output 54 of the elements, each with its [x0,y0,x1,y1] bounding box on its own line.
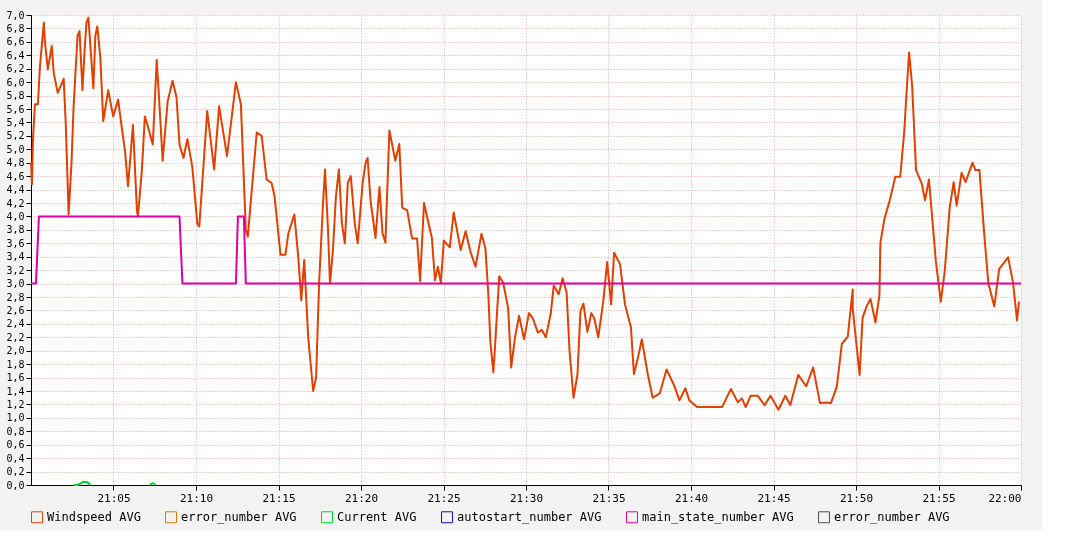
y-tick-label: 5,4 [6,116,25,128]
y-tick-label: 1,8 [6,358,25,370]
y-tick-label: 2,6 [6,304,25,316]
y-tick-label: 4,4 [6,184,25,196]
y-tick-label: 1,2 [6,398,25,410]
y-tick-label: 3,4 [6,251,25,263]
y-tick-label: 3,6 [6,237,25,249]
y-tick-label: 6,8 [6,22,25,34]
y-tick-label: 6,0 [6,76,25,88]
y-tick-label: 4,0 [6,210,25,222]
y-tick-label: 1,0 [6,412,25,424]
x-tick-label: 21:25 [427,491,461,505]
y-tick-label: 5,0 [6,143,25,155]
y-tick-label: 0,4 [6,452,25,464]
y-tick-label: 5,2 [6,130,25,142]
y-tick-label: 2,0 [6,345,25,357]
x-tick-label: 21:15 [262,491,296,505]
x-tick-label: 21:10 [179,491,214,505]
y-tick-label: 3,8 [6,224,25,236]
x-tick-label: 21:35 [592,491,626,505]
y-tick-label: 1,4 [6,385,25,397]
y-tick-label: 3,2 [6,264,25,276]
legend-label: Current AVG [337,510,417,525]
y-tick-label: 5,8 [6,90,25,102]
y-tick-label: 4,2 [6,197,25,209]
y-tick-label: 0,2 [6,466,25,478]
y-tick-label: 5,6 [6,103,25,115]
y-tick-label: 6,6 [6,36,25,48]
legend-label: error_number AVG [834,510,950,525]
y-tick-label: 6,2 [6,63,25,75]
x-tick-label: 21:50 [839,491,874,505]
y-tick-label: 2,2 [6,331,25,343]
y-tick-label: 4,6 [6,170,25,182]
x-tick-label: 21:55 [922,491,956,505]
x-tick-label: 21:40 [674,491,709,505]
legend-label: autostart_number AVG [457,510,602,525]
y-tick-label: 3,0 [6,278,25,290]
x-tick-label: 21:05 [97,491,131,505]
y-tick-label: 0,8 [6,425,25,437]
y-tick-label: 1,6 [6,372,25,384]
legend-label: main_state_number AVG [642,510,794,525]
x-tick-label: 21:30 [509,491,544,505]
x-tick-label: 21:20 [344,491,379,505]
y-tick-label: 6,4 [6,49,25,61]
y-tick-label: 2,4 [6,318,25,330]
x-tick-label: 21:45 [757,491,791,505]
y-tick-label: 7,0 [6,9,25,21]
y-tick-label: 4,8 [6,157,25,169]
legend-label: Windspeed AVG [47,510,141,525]
y-tick-label: 0,0 [6,479,25,491]
x-tick-label: 22:00 [988,491,1022,505]
y-tick-label: 2,8 [6,291,25,303]
legend-label: error_number AVG [181,510,297,525]
y-tick-label: 0,6 [6,439,25,451]
